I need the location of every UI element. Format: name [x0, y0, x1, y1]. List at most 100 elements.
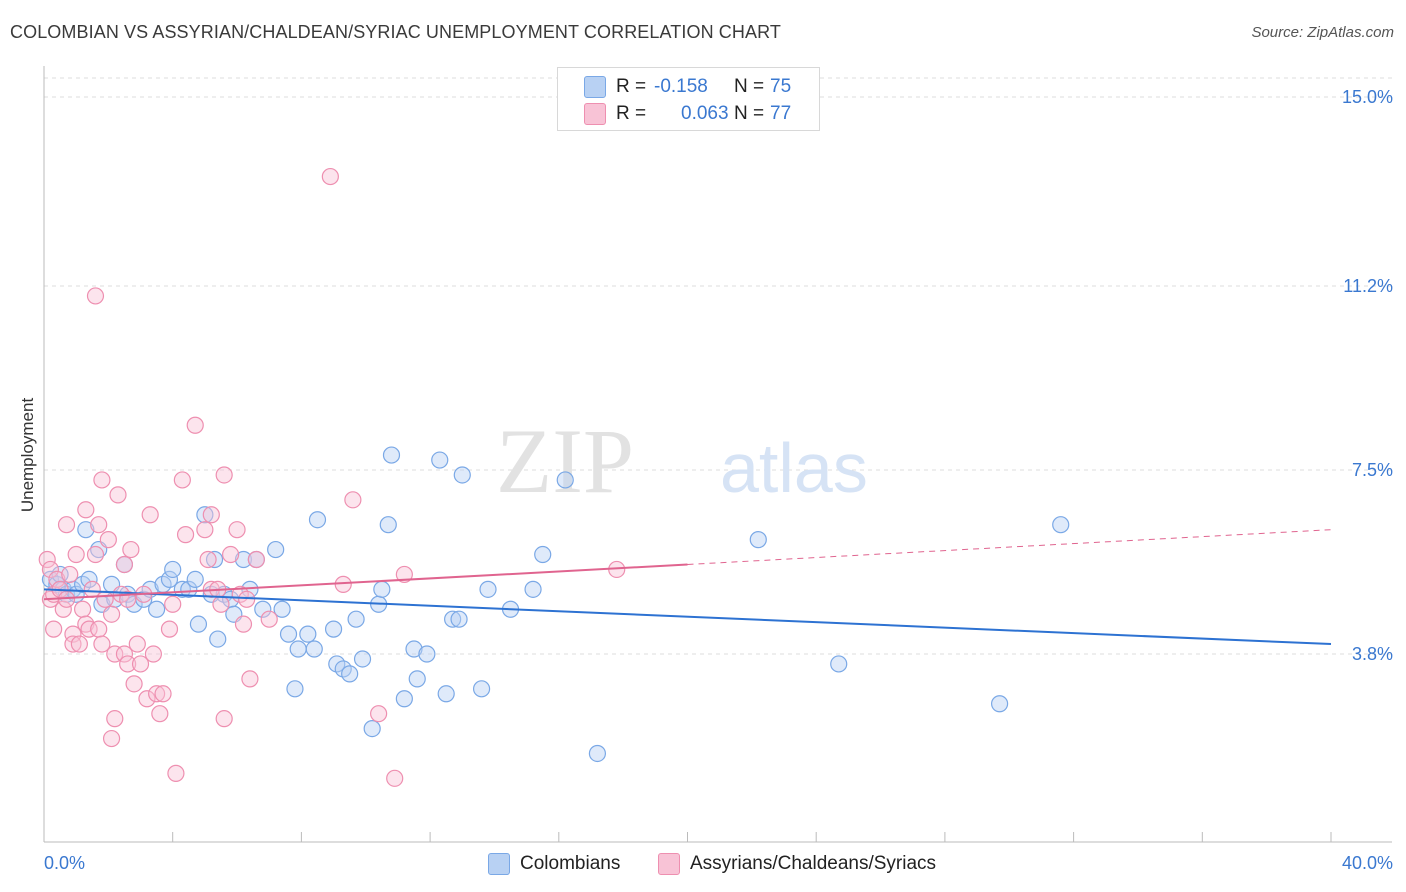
x-tick-max: 40.0% — [1341, 853, 1393, 873]
colombian-point — [749, 531, 767, 549]
assyrian-point — [86, 545, 105, 564]
legend-n-label: N = — [734, 103, 765, 124]
assyrian-point — [199, 550, 217, 569]
assyrian-point — [115, 555, 134, 574]
assyrian-point — [241, 670, 259, 688]
colombian-point — [180, 580, 198, 598]
assyrian-point — [151, 705, 169, 723]
assyrian-point — [344, 491, 362, 509]
assyrian-point — [128, 635, 146, 653]
colombian-point — [341, 665, 359, 683]
assyrian-point — [90, 516, 108, 534]
assyrian-point — [115, 645, 134, 663]
assyrian-trend-line-dashed — [687, 529, 1332, 565]
stats-legend: R = -0.158 N = 75 R = 0.063 N = 77 — [557, 67, 820, 131]
assyrian-trend-line — [43, 563, 688, 601]
colombian-point — [164, 560, 182, 579]
assyrian-point — [102, 729, 121, 748]
colombian-point — [450, 610, 468, 628]
legend-r-label: R = — [616, 103, 647, 124]
assyrian-point — [77, 615, 95, 633]
assyrian-point — [86, 287, 105, 305]
assyrian-point — [247, 550, 265, 569]
colombian-point — [444, 610, 462, 628]
colombian-point — [363, 719, 381, 738]
colombian-point — [405, 640, 423, 658]
assyrian-point — [144, 645, 162, 663]
colombian-point — [209, 630, 227, 648]
y-tick-labels: 3.8% 7.5% 11.2% 15.0% — [1342, 87, 1393, 664]
colombian-point — [160, 570, 179, 589]
assyrian-point — [122, 540, 140, 559]
colombian-point — [173, 580, 191, 598]
legend-swatch-pink — [584, 103, 606, 125]
assyrian-point — [238, 590, 256, 608]
colombian-point — [299, 625, 317, 643]
colombian-point — [556, 471, 574, 489]
assyrian-point — [93, 635, 111, 653]
assyrian-point — [131, 655, 150, 673]
assyrian-point — [61, 565, 79, 584]
assyrian-point — [141, 506, 159, 524]
assyrian-point — [260, 610, 278, 628]
assyrian-point — [167, 764, 185, 782]
y-tick-label: 7.5% — [1352, 460, 1393, 480]
assyrian-point — [154, 685, 172, 703]
assyrian-point — [321, 167, 339, 186]
colombian-point — [431, 451, 449, 469]
y-tick-label: 15.0% — [1342, 87, 1393, 107]
legend-swatch-blue — [584, 76, 606, 98]
assyrian-point — [222, 545, 240, 564]
assyrian-point — [99, 531, 117, 549]
assyrian-point — [234, 615, 253, 633]
assyrian-point — [106, 710, 124, 728]
colombian-point — [80, 570, 98, 589]
colombian-point — [273, 600, 291, 618]
colombian-point — [305, 640, 323, 658]
assyrian-point — [215, 710, 233, 728]
assyrian-point — [41, 560, 60, 579]
assyrian-point — [70, 635, 88, 653]
assyrian-point — [186, 416, 204, 434]
colombian-point — [1052, 516, 1070, 534]
assyrian-point — [77, 501, 95, 519]
y-tick-label: 3.8% — [1352, 644, 1393, 664]
colombian-point — [379, 516, 397, 534]
colombian-point — [254, 600, 272, 618]
assyrian-point — [67, 545, 85, 564]
chart-title: COLOMBIAN VS ASSYRIAN/CHALDEAN/SYRIAC UN… — [10, 22, 781, 42]
legend-r-value: -0.158 — [654, 76, 708, 97]
assyrian-point — [119, 655, 137, 673]
assyrian-point — [212, 595, 230, 613]
assyrian-point — [54, 600, 72, 618]
assyrian-point — [96, 590, 114, 608]
assyrian-point — [93, 471, 111, 489]
legend-n-label: N = — [734, 76, 765, 97]
assyrian-point — [386, 769, 404, 787]
bottom-legend-swatch-blue — [488, 853, 510, 875]
assyrian-point — [228, 521, 246, 539]
legend-r-value: 0.063 — [681, 103, 729, 124]
colombian-point — [479, 580, 497, 598]
colombian-point — [286, 680, 304, 698]
colombian-point — [324, 620, 343, 638]
colombian-point — [308, 511, 327, 529]
colombian-point — [189, 615, 208, 633]
assyrian-point — [148, 685, 166, 703]
watermark: ZIP atlas — [496, 410, 868, 512]
colombian-point — [418, 645, 436, 663]
assyrian-point — [48, 570, 66, 589]
colombian-point — [205, 550, 224, 569]
assyrian-point — [74, 600, 92, 618]
colombian-point — [524, 580, 542, 598]
points — [38, 167, 1070, 787]
colombian-point — [353, 650, 372, 668]
axes — [43, 66, 1392, 843]
assyrian-point — [370, 705, 388, 723]
bottom-legend-label: Colombians — [520, 853, 621, 874]
colombian-point — [395, 690, 413, 708]
assyrian-point — [38, 550, 56, 569]
bottom-legend-label: Assyrians/Chaldeans/Syriacs — [690, 853, 937, 874]
colombian-point — [408, 670, 426, 688]
